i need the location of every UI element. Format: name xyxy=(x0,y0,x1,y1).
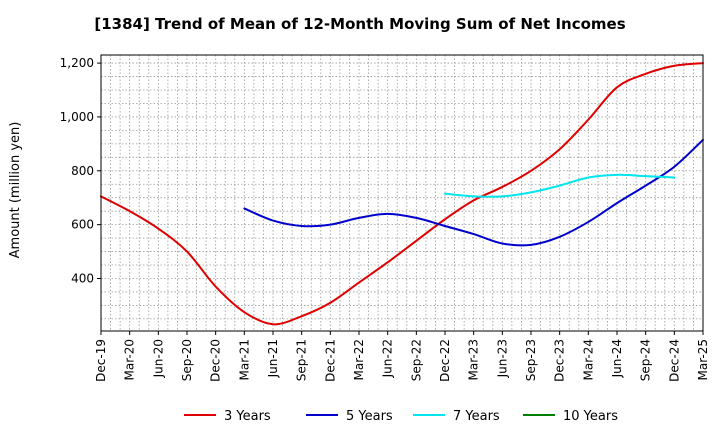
x-tick-label: Dec-21 xyxy=(323,339,337,382)
legend-item-5-years: 5 Years xyxy=(306,409,393,424)
x-tick-label: Sep-24 xyxy=(639,339,653,381)
y-tick-label: 400 xyxy=(71,271,94,285)
x-tick-label: Mar-22 xyxy=(352,339,366,380)
x-tick-label: Sep-20 xyxy=(180,339,194,381)
y-tick-label: 600 xyxy=(71,218,94,232)
x-axis-ticks: Dec-19 Mar-20 Jun-20 Sep-20 Dec-20 Mar-21 Jun-… xyxy=(94,331,710,382)
chart-title: [1384] Trend of Mean of 12-Month Moving … xyxy=(94,15,625,33)
x-tick-label: Jun-20 xyxy=(151,339,165,378)
x-tick-label: Mar-23 xyxy=(467,339,481,380)
legend-label: 10 Years xyxy=(563,409,618,424)
x-tick-label: Mar-21 xyxy=(237,339,251,380)
x-tick-label: Sep-22 xyxy=(409,339,423,381)
x-tick-label: Dec-24 xyxy=(667,339,681,382)
x-tick-label: Mar-25 xyxy=(696,339,710,380)
x-tick-label: Mar-20 xyxy=(123,339,137,380)
x-tick-label: Dec-22 xyxy=(438,339,452,382)
x-tick-label: Dec-23 xyxy=(553,339,567,382)
grid xyxy=(101,55,703,331)
x-tick-label: Mar-24 xyxy=(581,339,595,380)
series-line-7-years xyxy=(444,173,676,198)
plot-area-frame xyxy=(100,54,704,332)
x-tick-label: Dec-19 xyxy=(94,339,108,382)
x-tick-label: Jun-23 xyxy=(495,339,509,378)
series-line-5-years xyxy=(243,138,704,247)
x-tick-label: Sep-23 xyxy=(524,339,538,381)
x-tick-label: Jun-24 xyxy=(610,339,624,378)
legend-label: 3 Years xyxy=(224,409,271,424)
legend-item-10-years: 10 Years xyxy=(523,409,618,424)
legend-label: 5 Years xyxy=(346,409,393,424)
series-line-3-years xyxy=(100,62,704,326)
x-tick-label: Jun-22 xyxy=(381,339,395,378)
x-tick-label: Dec-20 xyxy=(209,339,223,382)
y-tick-label: 1,000 xyxy=(60,110,94,124)
y-axis-title: Amount (million yen) xyxy=(8,122,23,259)
series-lines xyxy=(100,62,704,326)
legend-label: 7 Years xyxy=(453,409,500,424)
y-tick-label: 800 xyxy=(71,164,94,178)
y-tick-label: 1,200 xyxy=(60,56,94,70)
legend-item-3-years: 3 Years xyxy=(184,409,271,424)
x-tick-label: Sep-21 xyxy=(295,339,309,381)
x-tick-label: Jun-21 xyxy=(266,339,280,378)
y-axis-ticks: 400 600 800 1,000 1,200 xyxy=(60,56,101,285)
legend-item-7-years: 7 Years xyxy=(413,409,500,424)
legend: 3 Years 5 Years 7 Years 10 Years xyxy=(184,409,618,424)
